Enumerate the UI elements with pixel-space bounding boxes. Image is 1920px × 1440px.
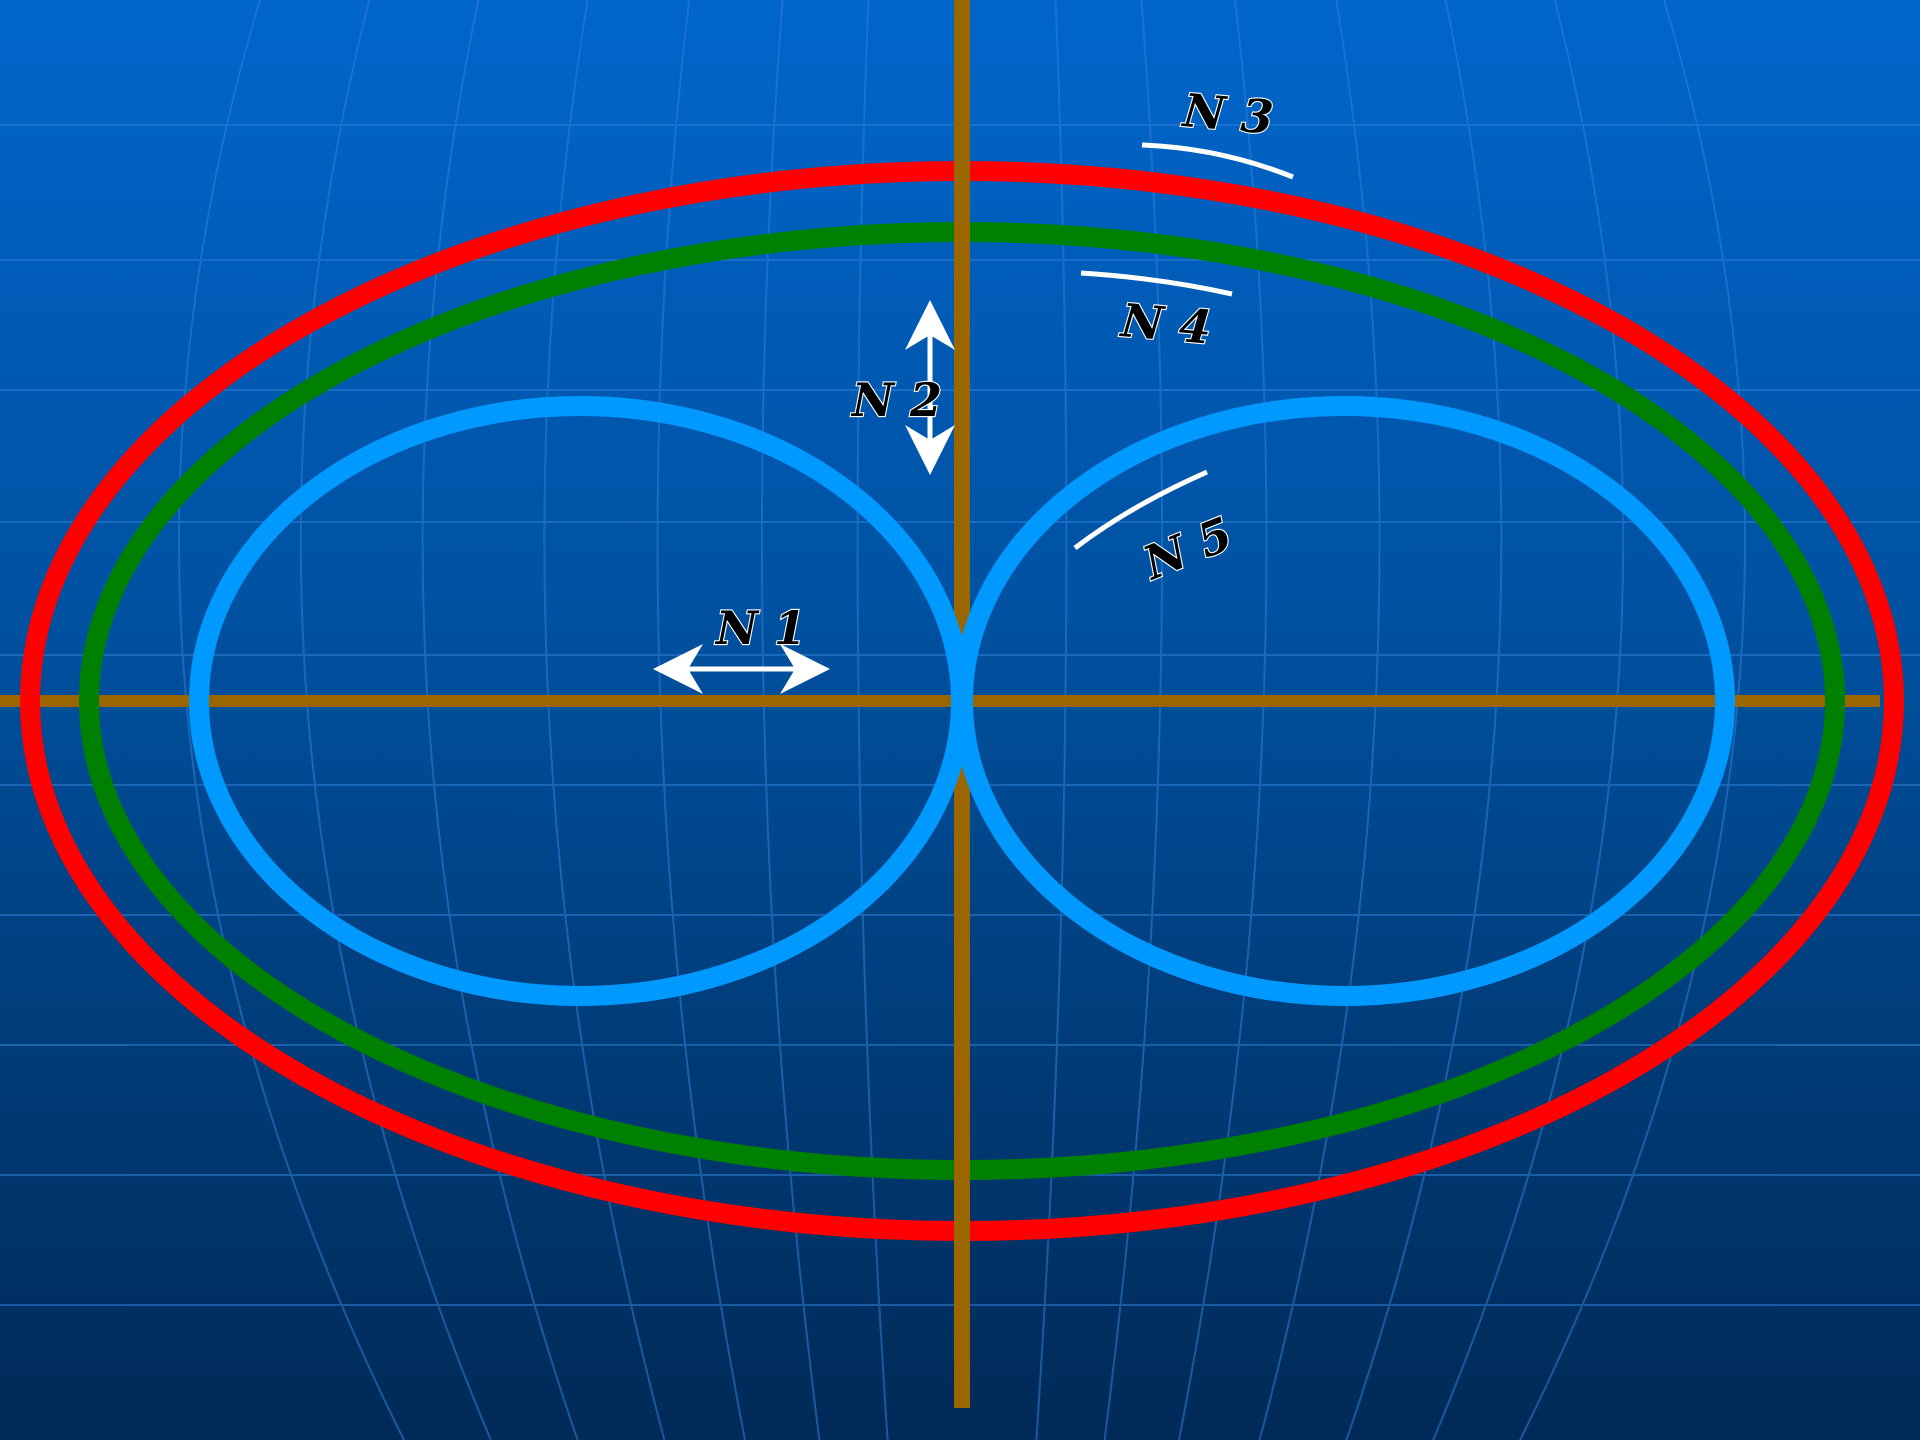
grid-line-v [299, 0, 492, 1440]
n2-label: N 2 [850, 373, 942, 427]
inner-loops [189, 396, 1735, 1006]
grid-line-v [421, 0, 579, 1440]
n1-label: N 1 [714, 601, 806, 655]
grid-line-v [1432, 0, 1625, 1440]
n4-marker [1080, 270, 1233, 297]
grid-line-v [178, 0, 405, 1440]
grid-line-v [1519, 0, 1746, 1440]
n5-label: N 5 [1134, 506, 1240, 591]
n3-label: N 3 [1179, 83, 1275, 145]
grid-line-v [1345, 0, 1503, 1440]
n3-marker [1141, 142, 1294, 180]
grid-line-v [656, 0, 746, 1440]
n5-marker [1073, 469, 1209, 550]
n4-label: N 4 [1117, 293, 1213, 355]
grid-line-v [1178, 0, 1268, 1440]
right-lobe [953, 396, 1735, 1006]
